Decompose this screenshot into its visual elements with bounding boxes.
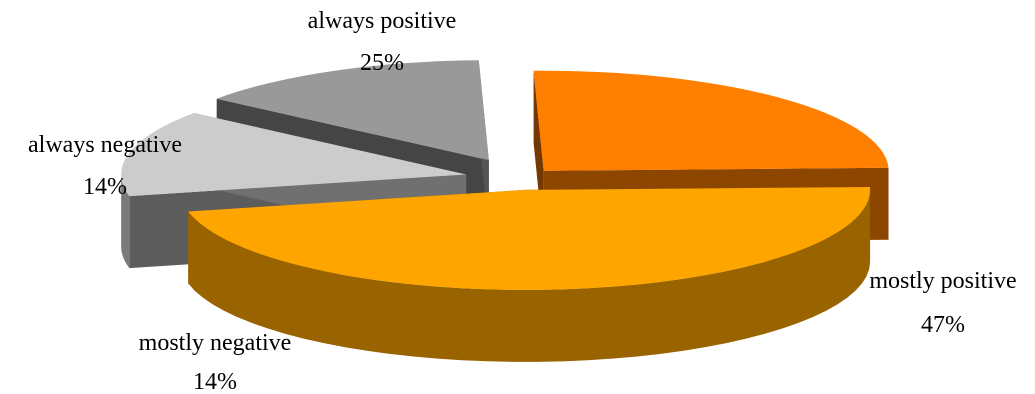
slice-top-always-negative: [216, 60, 489, 161]
slice-label-mostly-positive: mostly positive: [869, 268, 1016, 294]
slice-value-mostly-negative: 14%: [193, 369, 237, 394]
slice-rim-mostly-negative: [121, 174, 130, 269]
slice-mostly-positive: [188, 186, 871, 362]
slice-top-always-positive: [533, 70, 889, 171]
slice-label-mostly-negative: mostly negative: [139, 330, 292, 356]
pie-slices: [121, 60, 889, 362]
slice-top-mostly-positive: [188, 186, 871, 290]
slice-label-always-positive: always positive: [308, 8, 457, 34]
slice-label-always-negative: always negative: [28, 132, 182, 158]
slice-value-always-negative: 14%: [83, 174, 127, 200]
slice-top-mostly-negative: [121, 113, 467, 197]
slice-value-always-positive: 25%: [360, 50, 404, 76]
slice-value-mostly-positive: 47%: [921, 312, 965, 338]
slice-rim-mostly-positive: [188, 189, 871, 362]
